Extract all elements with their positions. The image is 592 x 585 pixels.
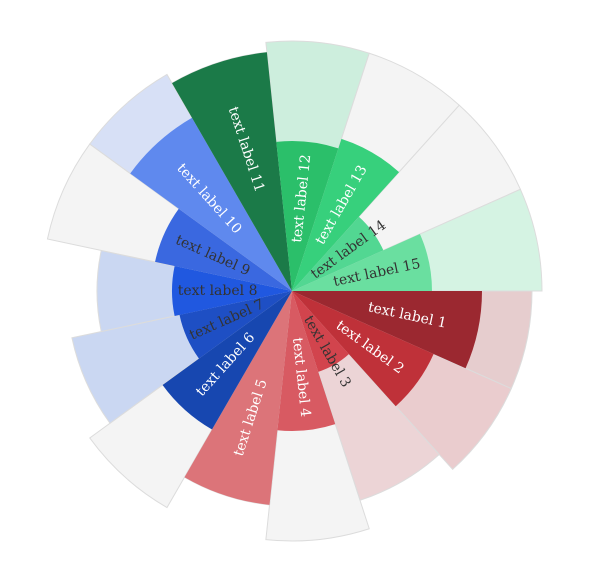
- segment-bar-13[interactable]: [292, 138, 400, 291]
- segment-bar-2[interactable]: [292, 291, 434, 407]
- segment-bar-4[interactable]: [277, 291, 336, 431]
- segment-bar-8[interactable]: [171, 266, 292, 316]
- segment-bar-1[interactable]: [292, 291, 482, 369]
- segment-bar-10[interactable]: [130, 117, 292, 291]
- segment-bar-12[interactable]: [276, 140, 339, 291]
- segment-label-8: text label 8: [178, 283, 258, 299]
- segment-bar-15[interactable]: [292, 234, 432, 291]
- segment-bar-7[interactable]: [179, 291, 292, 359]
- segment-bar-9[interactable]: [155, 208, 292, 291]
- segment-bar-5[interactable]: [184, 291, 293, 505]
- segment-bar-6[interactable]: [162, 291, 292, 430]
- segment-bar-14[interactable]: [292, 216, 384, 291]
- value-wedges: [130, 52, 482, 505]
- segment-bar-3[interactable]: [292, 291, 349, 372]
- segment-bar-11[interactable]: [172, 52, 292, 292]
